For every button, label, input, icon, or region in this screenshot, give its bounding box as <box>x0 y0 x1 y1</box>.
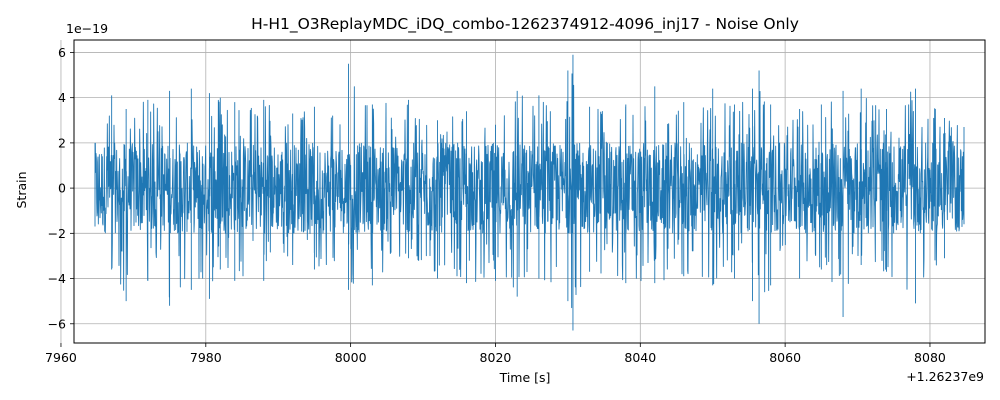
y-scale-text: 1e−19 <box>66 21 108 36</box>
y-tick-label: −2 <box>48 226 66 241</box>
x-tick-label: 8080 <box>914 350 946 365</box>
x-tick-label: 7980 <box>190 350 222 365</box>
plot-frame <box>73 39 986 344</box>
x-axis-ticks: 7960 7980 8000 8020 8040 8060 8080 <box>45 343 946 365</box>
chart-title: H-H1_O3ReplayMDC_iDQ_combo-1262374912-40… <box>251 15 799 34</box>
y-axis-ticks: −6 −4 −2 0 2 4 6 <box>48 45 74 331</box>
y-tick-label: −6 <box>48 316 66 331</box>
x-tick-label: 8000 <box>335 350 367 365</box>
strain-series-line <box>94 54 965 331</box>
x-axis-label: Time [s] <box>499 370 551 385</box>
y-tick-label: −4 <box>48 271 66 286</box>
y-tick-label: 4 <box>58 90 66 105</box>
x-offset-text: +1.26237e9 <box>906 369 984 384</box>
series-layer <box>94 54 965 331</box>
x-tick-label: 7960 <box>45 350 77 365</box>
x-tick-label: 8020 <box>480 350 512 365</box>
y-tick-label: 6 <box>58 45 66 60</box>
y-tick-label: 0 <box>58 181 66 196</box>
x-tick-label: 8060 <box>769 350 801 365</box>
y-tick-label: 2 <box>58 135 66 150</box>
x-tick-label: 8040 <box>624 350 656 365</box>
y-axis-label: Strain <box>14 171 29 208</box>
